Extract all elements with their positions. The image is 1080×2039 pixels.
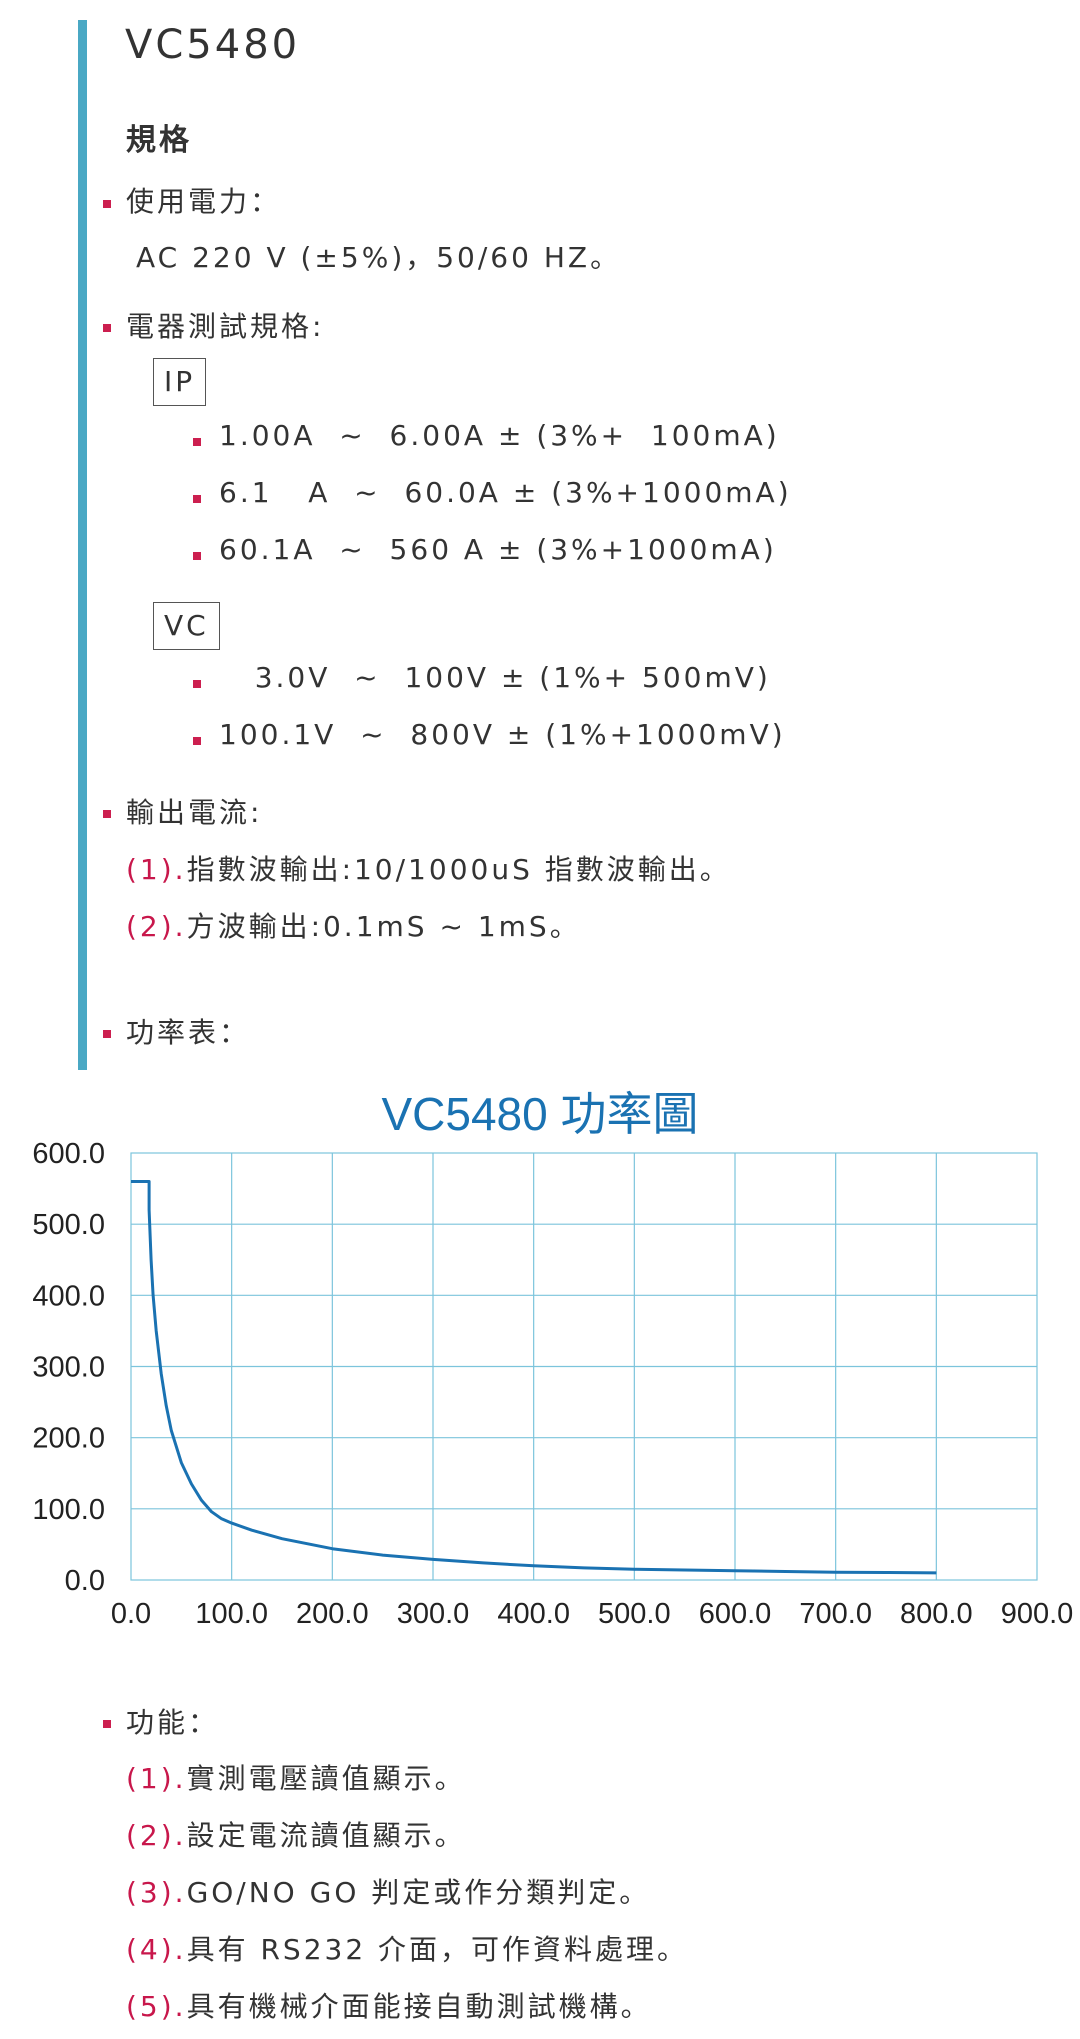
bullet-icon — [103, 810, 111, 818]
x-tick-label: 800.0 — [900, 1598, 973, 1630]
bullet-icon — [193, 552, 201, 560]
item-text: 具有 RS232 介面，可作資料處理。 — [186, 1933, 689, 1966]
item-number: (1). — [126, 1762, 187, 1795]
ip-range-3: 60.1A ~ 560 A ± (3%+1000mA) — [219, 533, 777, 566]
chart-title: VC5480 功率圖 — [381, 1088, 699, 1140]
power-value: AC 220 V (±5%)，50/60 HZ。 — [136, 241, 622, 274]
x-tick-label: 700.0 — [799, 1598, 872, 1630]
ip-range-1: 1.00A ~ 6.00A ± (3%+ 100mA) — [219, 419, 780, 452]
power-label: 使用電力： — [126, 185, 282, 218]
y-tick-label: 300.0 — [32, 1352, 105, 1384]
x-tick-label: 600.0 — [699, 1598, 772, 1630]
x-tick-label: 100.0 — [195, 1598, 268, 1630]
y-tick-label: 0.0 — [65, 1565, 105, 1597]
bullet-icon — [103, 324, 111, 332]
feature-item-2: (2).設定電流讀值顯示。 — [126, 1814, 466, 1854]
power-curve — [131, 1180, 937, 1575]
electrical-label: 電器測試規格: — [126, 310, 325, 343]
x-tick-label: 500.0 — [598, 1598, 671, 1630]
bullet-icon — [193, 495, 201, 503]
x-tick-label: 400.0 — [497, 1598, 570, 1630]
item-text: GO/NO GO 判定或作分類判定。 — [186, 1876, 651, 1909]
feature-item-1: (1).實測電壓讀值顯示。 — [126, 1757, 466, 1797]
x-tick-label: 0.0 — [111, 1598, 151, 1630]
spec-heading: 規格 — [126, 123, 192, 158]
x-tick-label: 300.0 — [397, 1598, 470, 1630]
item-text: 實測電壓讀值顯示。 — [186, 1762, 466, 1795]
item-text: 指數波輸出:10/1000uS 指數波輸出。 — [186, 853, 731, 886]
item-number: (1). — [126, 853, 187, 886]
item-number: (3). — [126, 1876, 187, 1909]
item-number: (5). — [126, 1990, 187, 2023]
item-number: (4). — [126, 1933, 187, 1966]
y-tick-label: 600.0 — [32, 1138, 105, 1170]
output-item-2: (2).方波輸出:0.1mS ~ 1mS。 — [126, 905, 581, 945]
feature-item-5: (5).具有機械介面能接自動測試機構。 — [126, 1985, 652, 2025]
item-number: (2). — [126, 1819, 187, 1852]
y-tick-label: 400.0 — [32, 1280, 105, 1312]
feature-item-4: (4).具有 RS232 介面，可作資料處理。 — [126, 1928, 688, 1968]
bullet-icon — [103, 1030, 111, 1038]
vc-tag: VC — [153, 602, 220, 650]
x-tick-label: 900.0 — [1001, 1598, 1074, 1630]
bullet-icon — [193, 737, 201, 745]
y-tick-label: 200.0 — [32, 1423, 105, 1455]
y-tick-label: 100.0 — [32, 1494, 105, 1526]
vc-range-1: 3.0V ~ 100V ± (1%+ 500mV) — [219, 661, 771, 694]
product-title: VC5480 — [125, 22, 301, 68]
item-text: 設定電流讀值顯示。 — [186, 1819, 466, 1852]
output-label: 輸出電流: — [126, 796, 263, 829]
bullet-icon — [193, 680, 201, 688]
y-tick-label: 500.0 — [32, 1209, 105, 1241]
bullet-icon — [193, 438, 201, 446]
power-meter-label: 功率表： — [126, 1016, 251, 1049]
features-label: 功能： — [126, 1706, 220, 1739]
ip-range-2: 6.1 A ~ 60.0A ± (3%+1000mA) — [219, 476, 792, 509]
accent-bar — [78, 20, 87, 1070]
feature-item-3: (3).GO/NO GO 判定或作分類判定。 — [126, 1871, 650, 1911]
item-text: 方波輸出:0.1mS ~ 1mS。 — [186, 910, 581, 943]
item-number: (2). — [126, 910, 187, 943]
item-text: 具有機械介面能接自動測試機構。 — [186, 1990, 652, 2023]
ip-tag: IP — [153, 358, 207, 406]
bullet-icon — [103, 1720, 111, 1728]
output-item-1: (1).指數波輸出:10/1000uS 指數波輸出。 — [126, 848, 731, 888]
vc-range-2: 100.1V ~ 800V ± (1%+1000mV) — [219, 718, 786, 751]
x-tick-label: 200.0 — [296, 1598, 369, 1630]
bullet-icon — [103, 200, 111, 208]
power-chart: 0.0 100.0 200.0 300.0 400.0 500.0 600.0 700.0 80… — [32, 1138, 1074, 1630]
